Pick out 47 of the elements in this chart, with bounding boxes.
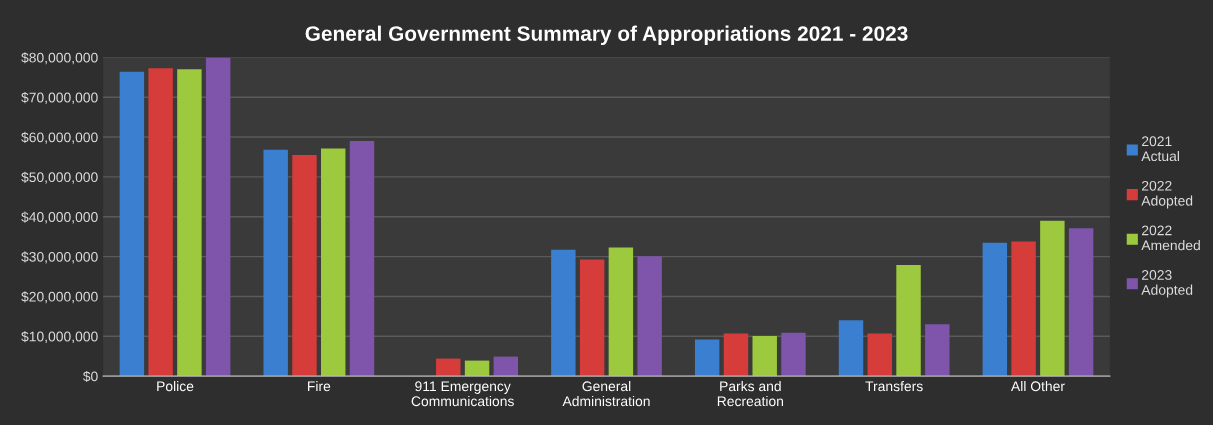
bar [148, 68, 173, 377]
x-tick-label: 911 Emergency Communications [411, 381, 514, 407]
bar [436, 358, 461, 377]
bar [579, 259, 605, 377]
x-tick-label: Transfers [865, 381, 923, 392]
bar [723, 333, 749, 377]
x-tick-label: All Other [1011, 380, 1065, 392]
legend-label: 2022 Amended [1141, 225, 1200, 251]
chart-title: General Government Summary of Appropriations 2021 - 2023 [305, 25, 908, 46]
bar [292, 154, 317, 377]
bar [752, 335, 777, 377]
bar [1040, 220, 1065, 377]
y-tick-label: $40,000,000 [21, 211, 98, 224]
legend-label: 2021 Actual [1141, 136, 1179, 162]
y-tick-label: $0 [82, 370, 98, 383]
bar [781, 332, 806, 377]
bar [982, 242, 1008, 377]
bar [1068, 228, 1094, 377]
bar [925, 324, 950, 377]
bar [838, 320, 864, 377]
x-tick-label: General Administration [562, 380, 650, 407]
y-tick-label: $80,000,000 [21, 52, 98, 65]
bar [551, 249, 576, 377]
bar [608, 247, 634, 377]
legend-label: 2022 Adopted [1141, 180, 1193, 209]
bar [694, 339, 720, 377]
bar [205, 57, 231, 377]
bar [896, 264, 921, 377]
bar [1011, 241, 1036, 377]
y-tick-label: $30,000,000 [21, 251, 98, 264]
bar [119, 71, 145, 377]
bar [867, 333, 892, 377]
y-tick-label: $50,000,000 [21, 171, 98, 184]
x-tick-label: Police [157, 380, 194, 392]
legend-label: 2023 Adopted [1141, 270, 1193, 298]
bar [493, 356, 519, 377]
bar [349, 141, 375, 377]
bar [321, 148, 346, 377]
y-tick-label: $70,000,000 [21, 91, 98, 105]
bar [177, 69, 202, 377]
y-tick-label: $20,000,000 [21, 291, 98, 304]
x-tick-label: Fire [308, 380, 331, 392]
bar [637, 256, 662, 377]
bar [263, 149, 288, 377]
y-tick-label: $10,000,000 [21, 331, 98, 344]
x-tick-label: Parks and Recreation [717, 380, 784, 407]
y-tick-label: $60,000,000 [21, 131, 98, 144]
